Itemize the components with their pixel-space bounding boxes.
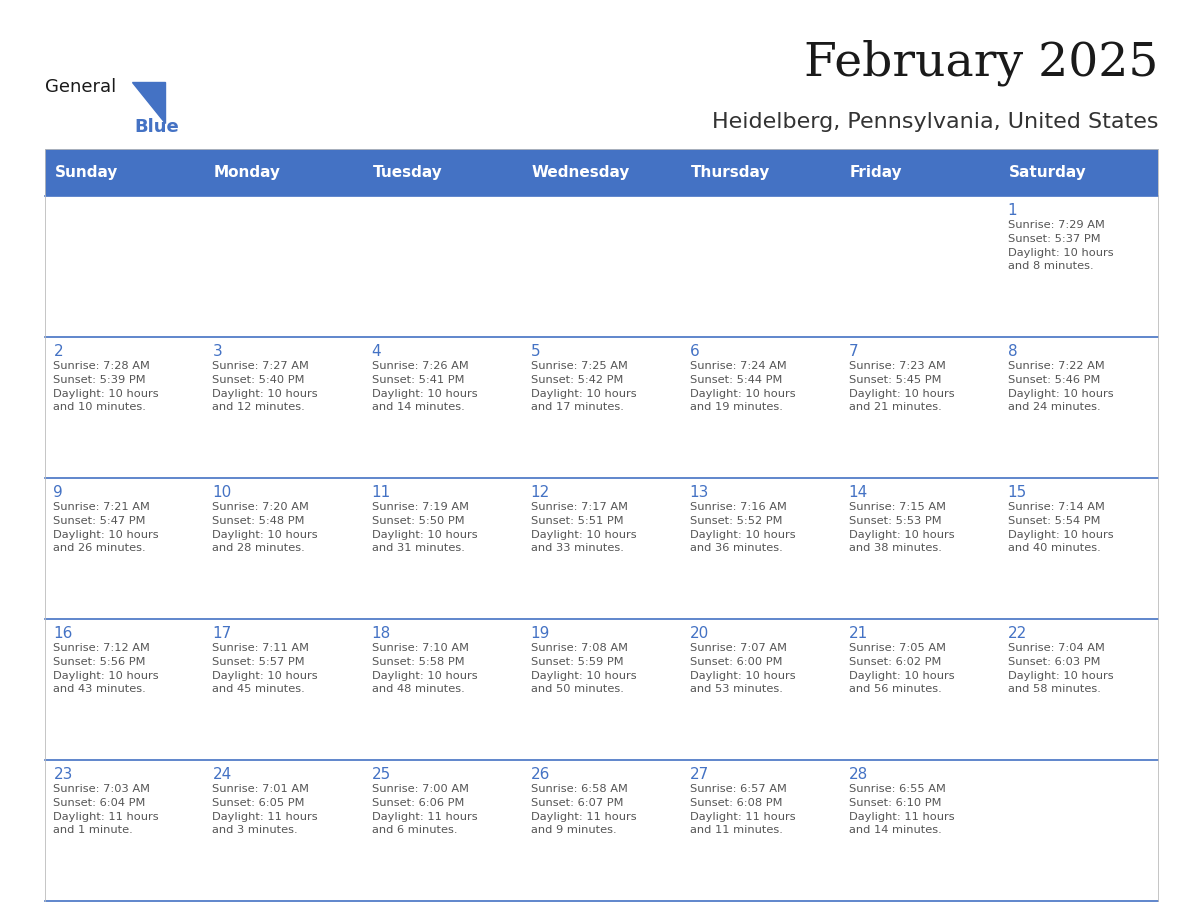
Text: Sunrise: 7:04 AM
Sunset: 6:03 PM
Daylight: 10 hours
and 58 minutes.: Sunrise: 7:04 AM Sunset: 6:03 PM Dayligh… (1007, 644, 1113, 694)
Text: February 2025: February 2025 (804, 39, 1158, 86)
Text: 23: 23 (53, 767, 72, 782)
Text: Sunrise: 6:57 AM
Sunset: 6:08 PM
Daylight: 11 hours
and 11 minutes.: Sunrise: 6:57 AM Sunset: 6:08 PM Dayligh… (689, 784, 795, 835)
Text: Sunrise: 7:24 AM
Sunset: 5:44 PM
Daylight: 10 hours
and 19 minutes.: Sunrise: 7:24 AM Sunset: 5:44 PM Dayligh… (689, 362, 795, 412)
FancyBboxPatch shape (45, 149, 1158, 196)
Text: 19: 19 (531, 626, 550, 641)
Text: Sunrise: 7:12 AM
Sunset: 5:56 PM
Daylight: 10 hours
and 43 minutes.: Sunrise: 7:12 AM Sunset: 5:56 PM Dayligh… (53, 644, 159, 694)
Text: Tuesday: Tuesday (373, 165, 442, 180)
Text: Sunrise: 7:17 AM
Sunset: 5:51 PM
Daylight: 10 hours
and 33 minutes.: Sunrise: 7:17 AM Sunset: 5:51 PM Dayligh… (531, 502, 636, 554)
Text: 14: 14 (848, 485, 867, 500)
Text: 21: 21 (848, 626, 867, 641)
Text: 10: 10 (213, 485, 232, 500)
Text: 8: 8 (1007, 344, 1017, 359)
Text: 20: 20 (689, 626, 709, 641)
Text: Sunrise: 7:25 AM
Sunset: 5:42 PM
Daylight: 10 hours
and 17 minutes.: Sunrise: 7:25 AM Sunset: 5:42 PM Dayligh… (531, 362, 636, 412)
Text: Thursday: Thursday (690, 165, 770, 180)
Text: Sunrise: 7:28 AM
Sunset: 5:39 PM
Daylight: 10 hours
and 10 minutes.: Sunrise: 7:28 AM Sunset: 5:39 PM Dayligh… (53, 362, 159, 412)
Text: 26: 26 (531, 767, 550, 782)
Text: Sunrise: 7:20 AM
Sunset: 5:48 PM
Daylight: 10 hours
and 28 minutes.: Sunrise: 7:20 AM Sunset: 5:48 PM Dayligh… (213, 502, 318, 554)
Text: 12: 12 (531, 485, 550, 500)
Text: Sunrise: 7:05 AM
Sunset: 6:02 PM
Daylight: 10 hours
and 56 minutes.: Sunrise: 7:05 AM Sunset: 6:02 PM Dayligh… (848, 644, 954, 694)
Text: 24: 24 (213, 767, 232, 782)
Text: 25: 25 (372, 767, 391, 782)
Text: Friday: Friday (849, 165, 903, 180)
FancyBboxPatch shape (45, 338, 1158, 478)
Text: Sunday: Sunday (55, 165, 118, 180)
Text: Sunrise: 7:26 AM
Sunset: 5:41 PM
Daylight: 10 hours
and 14 minutes.: Sunrise: 7:26 AM Sunset: 5:41 PM Dayligh… (372, 362, 478, 412)
Text: 17: 17 (213, 626, 232, 641)
Text: Sunrise: 7:29 AM
Sunset: 5:37 PM
Daylight: 10 hours
and 8 minutes.: Sunrise: 7:29 AM Sunset: 5:37 PM Dayligh… (1007, 220, 1113, 271)
Text: Sunrise: 7:07 AM
Sunset: 6:00 PM
Daylight: 10 hours
and 53 minutes.: Sunrise: 7:07 AM Sunset: 6:00 PM Dayligh… (689, 644, 795, 694)
Text: Sunrise: 7:16 AM
Sunset: 5:52 PM
Daylight: 10 hours
and 36 minutes.: Sunrise: 7:16 AM Sunset: 5:52 PM Dayligh… (689, 502, 795, 554)
Text: 15: 15 (1007, 485, 1026, 500)
Text: 28: 28 (848, 767, 867, 782)
Text: Sunrise: 7:10 AM
Sunset: 5:58 PM
Daylight: 10 hours
and 48 minutes.: Sunrise: 7:10 AM Sunset: 5:58 PM Dayligh… (372, 644, 478, 694)
Text: 5: 5 (531, 344, 541, 359)
Text: Sunrise: 7:00 AM
Sunset: 6:06 PM
Daylight: 11 hours
and 6 minutes.: Sunrise: 7:00 AM Sunset: 6:06 PM Dayligh… (372, 784, 478, 835)
Text: Sunrise: 7:23 AM
Sunset: 5:45 PM
Daylight: 10 hours
and 21 minutes.: Sunrise: 7:23 AM Sunset: 5:45 PM Dayligh… (848, 362, 954, 412)
Text: 9: 9 (53, 485, 63, 500)
FancyBboxPatch shape (45, 760, 1158, 901)
Text: Blue: Blue (134, 118, 179, 136)
Text: 22: 22 (1007, 626, 1026, 641)
Text: 11: 11 (372, 485, 391, 500)
Text: 7: 7 (848, 344, 858, 359)
Text: 18: 18 (372, 626, 391, 641)
FancyBboxPatch shape (45, 620, 1158, 760)
Text: 27: 27 (689, 767, 709, 782)
Text: Sunrise: 7:14 AM
Sunset: 5:54 PM
Daylight: 10 hours
and 40 minutes.: Sunrise: 7:14 AM Sunset: 5:54 PM Dayligh… (1007, 502, 1113, 554)
FancyBboxPatch shape (45, 196, 1158, 338)
Text: Sunrise: 7:03 AM
Sunset: 6:04 PM
Daylight: 11 hours
and 1 minute.: Sunrise: 7:03 AM Sunset: 6:04 PM Dayligh… (53, 784, 159, 835)
Text: 16: 16 (53, 626, 72, 641)
Text: Wednesday: Wednesday (532, 165, 630, 180)
Text: Sunrise: 6:55 AM
Sunset: 6:10 PM
Daylight: 11 hours
and 14 minutes.: Sunrise: 6:55 AM Sunset: 6:10 PM Dayligh… (848, 784, 954, 835)
Text: Sunrise: 7:01 AM
Sunset: 6:05 PM
Daylight: 11 hours
and 3 minutes.: Sunrise: 7:01 AM Sunset: 6:05 PM Dayligh… (213, 784, 318, 835)
Polygon shape (132, 82, 165, 123)
Text: Monday: Monday (214, 165, 280, 180)
Text: 4: 4 (372, 344, 381, 359)
Text: Sunrise: 7:19 AM
Sunset: 5:50 PM
Daylight: 10 hours
and 31 minutes.: Sunrise: 7:19 AM Sunset: 5:50 PM Dayligh… (372, 502, 478, 554)
Text: 6: 6 (689, 344, 700, 359)
Text: Sunrise: 7:11 AM
Sunset: 5:57 PM
Daylight: 10 hours
and 45 minutes.: Sunrise: 7:11 AM Sunset: 5:57 PM Dayligh… (213, 644, 318, 694)
Text: Sunrise: 7:21 AM
Sunset: 5:47 PM
Daylight: 10 hours
and 26 minutes.: Sunrise: 7:21 AM Sunset: 5:47 PM Dayligh… (53, 502, 159, 554)
Text: 2: 2 (53, 344, 63, 359)
Text: 3: 3 (213, 344, 222, 359)
Text: 1: 1 (1007, 203, 1017, 218)
Text: Sunrise: 6:58 AM
Sunset: 6:07 PM
Daylight: 11 hours
and 9 minutes.: Sunrise: 6:58 AM Sunset: 6:07 PM Dayligh… (531, 784, 636, 835)
Text: Sunrise: 7:27 AM
Sunset: 5:40 PM
Daylight: 10 hours
and 12 minutes.: Sunrise: 7:27 AM Sunset: 5:40 PM Dayligh… (213, 362, 318, 412)
Text: General: General (45, 78, 116, 96)
Text: 13: 13 (689, 485, 709, 500)
Text: Saturday: Saturday (1009, 165, 1087, 180)
Text: Sunrise: 7:22 AM
Sunset: 5:46 PM
Daylight: 10 hours
and 24 minutes.: Sunrise: 7:22 AM Sunset: 5:46 PM Dayligh… (1007, 362, 1113, 412)
Text: Sunrise: 7:08 AM
Sunset: 5:59 PM
Daylight: 10 hours
and 50 minutes.: Sunrise: 7:08 AM Sunset: 5:59 PM Dayligh… (531, 644, 636, 694)
Text: Heidelberg, Pennsylvania, United States: Heidelberg, Pennsylvania, United States (712, 112, 1158, 132)
FancyBboxPatch shape (45, 478, 1158, 620)
Text: Sunrise: 7:15 AM
Sunset: 5:53 PM
Daylight: 10 hours
and 38 minutes.: Sunrise: 7:15 AM Sunset: 5:53 PM Dayligh… (848, 502, 954, 554)
